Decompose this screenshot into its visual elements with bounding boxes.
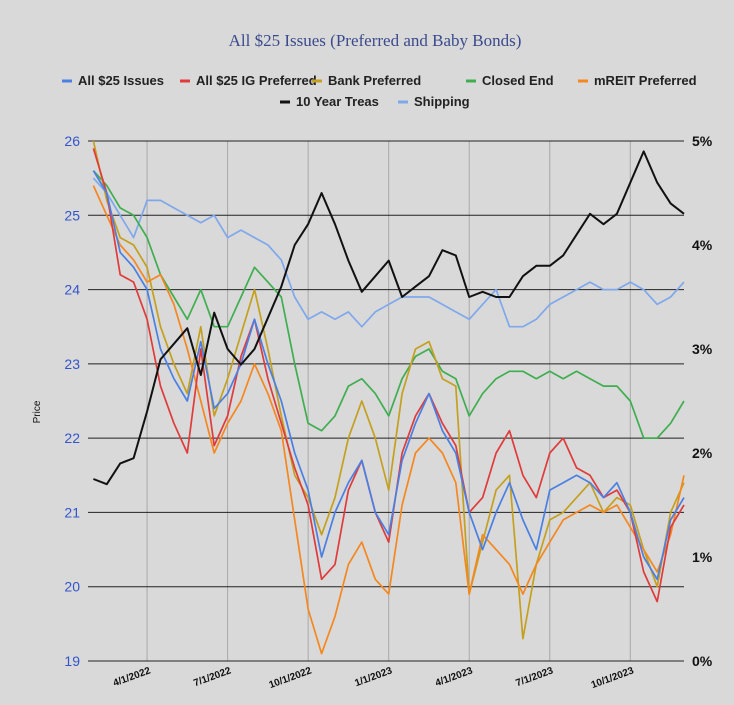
plot-area [88,141,684,661]
y-tick-label-right: 3% [692,341,713,357]
y-tick-label-right: 5% [692,133,713,149]
legend-item-label: Shipping [414,94,470,109]
y-tick-label-left: 25 [64,207,80,223]
legend-item-label: All $25 Issues [78,73,164,88]
x-tick-label: 10/1/2023 [590,665,636,691]
legend-item-label: Closed End [482,73,554,88]
x-tick-label: 10/1/2022 [268,665,314,691]
y-tick-label-left: 19 [64,653,80,669]
gridlines [88,140,684,662]
legend-item-label: All $25 IG Preferred [196,73,317,88]
y-tick-label-right: 1% [692,549,713,565]
series-line-all-25-ig-preferred [92,148,685,603]
y-tick-label-left: 26 [64,133,80,149]
legend-item-label: mREIT Preferred [594,73,697,88]
y-tick-label-left: 24 [64,282,80,298]
y-tick-label-right: 0% [692,653,713,669]
series-line-closed-end [92,170,685,439]
x-tick-label: 7/1/2023 [514,665,555,689]
series-line-shipping [92,177,685,328]
chart-title: All $25 Issues (Preferred and Baby Bonds… [229,31,522,50]
x-tick-label: 1/1/2023 [353,665,394,689]
y-tick-label-left: 23 [64,356,80,372]
series-lines [92,140,685,655]
series-line-bank-preferred [92,140,685,640]
x-tick-label: 7/1/2022 [192,665,233,689]
series-line-10-year-treas [93,150,685,486]
legend-item-label: 10 Year Treas [296,94,379,109]
series-line-mreit-preferred [92,185,685,655]
y-tick-label-right: 2% [692,445,713,461]
y-tick-label-right: 4% [692,237,713,253]
y-tick-label-left: 20 [64,579,80,595]
legend-item-label: Bank Preferred [328,73,421,88]
y-axis-label: Price [32,400,43,423]
y-tick-label-left: 21 [64,504,80,520]
x-tick-label: 4/1/2023 [434,665,475,689]
x-tick-label: 4/1/2022 [112,665,153,689]
series-line-all-25-issues [92,170,685,581]
legend: All $25 Issues All $25 IG Preferred Bank P… [62,73,697,109]
y-tick-label-left: 22 [64,430,80,446]
